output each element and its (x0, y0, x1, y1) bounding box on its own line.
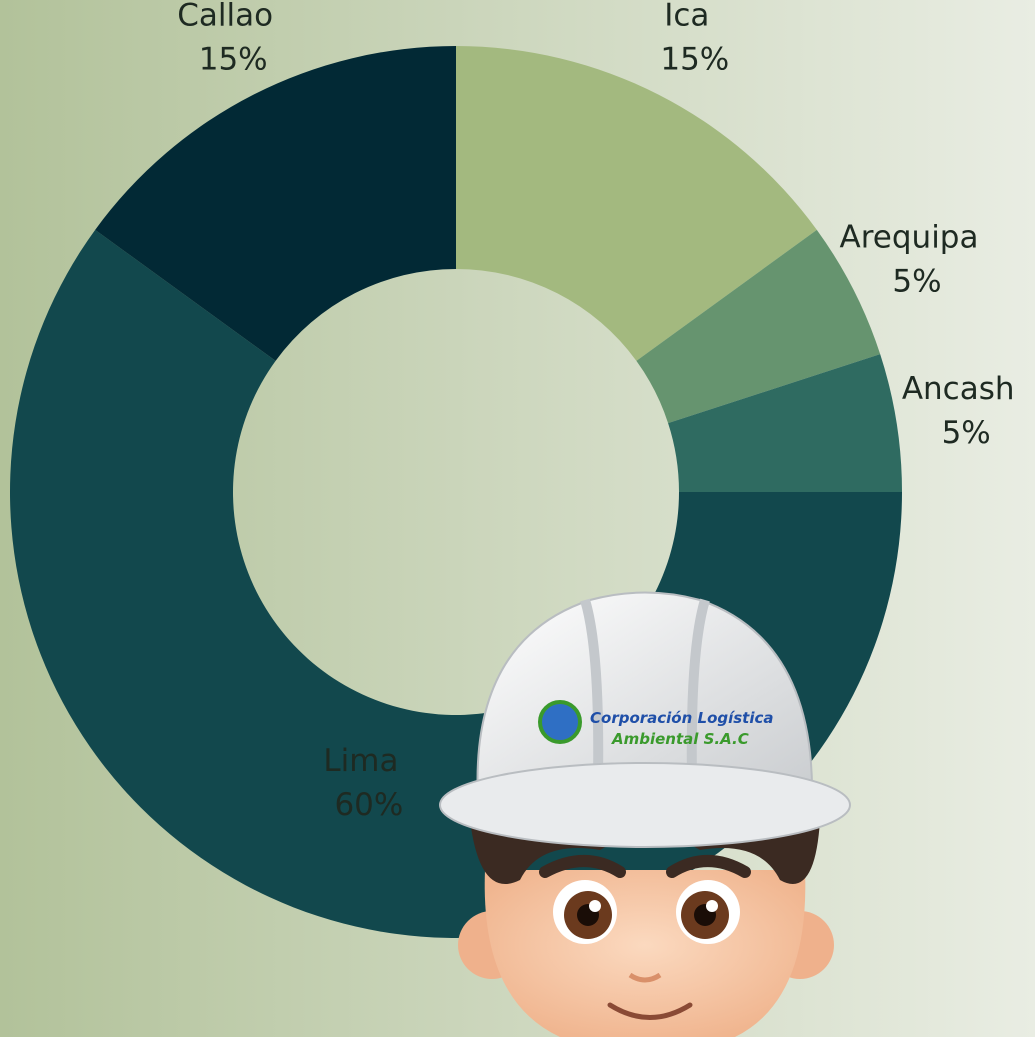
helmet-brim (439, 762, 851, 848)
category-label: Callao (177, 0, 273, 33)
smile (607, 1002, 693, 1020)
value-label: 5% (942, 415, 991, 451)
nose (628, 972, 662, 983)
labels: Ica 15% Arequipa 5% Ancash 5% Lima 60% Callao 15% (177, 0, 1014, 823)
value-label: 15% (660, 41, 729, 77)
eye-shine (706, 900, 718, 912)
category-label: Lima (323, 743, 398, 779)
category-label: Arequipa (840, 220, 979, 256)
wedge (95, 46, 457, 361)
wedge (456, 46, 817, 361)
logo-globe (538, 700, 582, 744)
illustration: Corporación Logística Ambiental S.A.C (439, 591, 851, 1037)
logo-text: Ambiental S.A.C (611, 730, 749, 748)
wedge (668, 354, 902, 492)
face (484, 870, 806, 1037)
helmet-ridge (580, 598, 710, 781)
value-label: 5% (892, 264, 941, 300)
value-label: 60% (334, 787, 403, 823)
wedge (636, 229, 881, 424)
category-label: Ancash (902, 371, 1015, 407)
eye-shine (589, 900, 601, 912)
logo-text: Corporación Logística (590, 709, 774, 727)
helmet (476, 591, 814, 801)
value-label: 15% (199, 41, 268, 77)
eyebrows (539, 855, 751, 878)
category-label: Ica (664, 0, 709, 33)
